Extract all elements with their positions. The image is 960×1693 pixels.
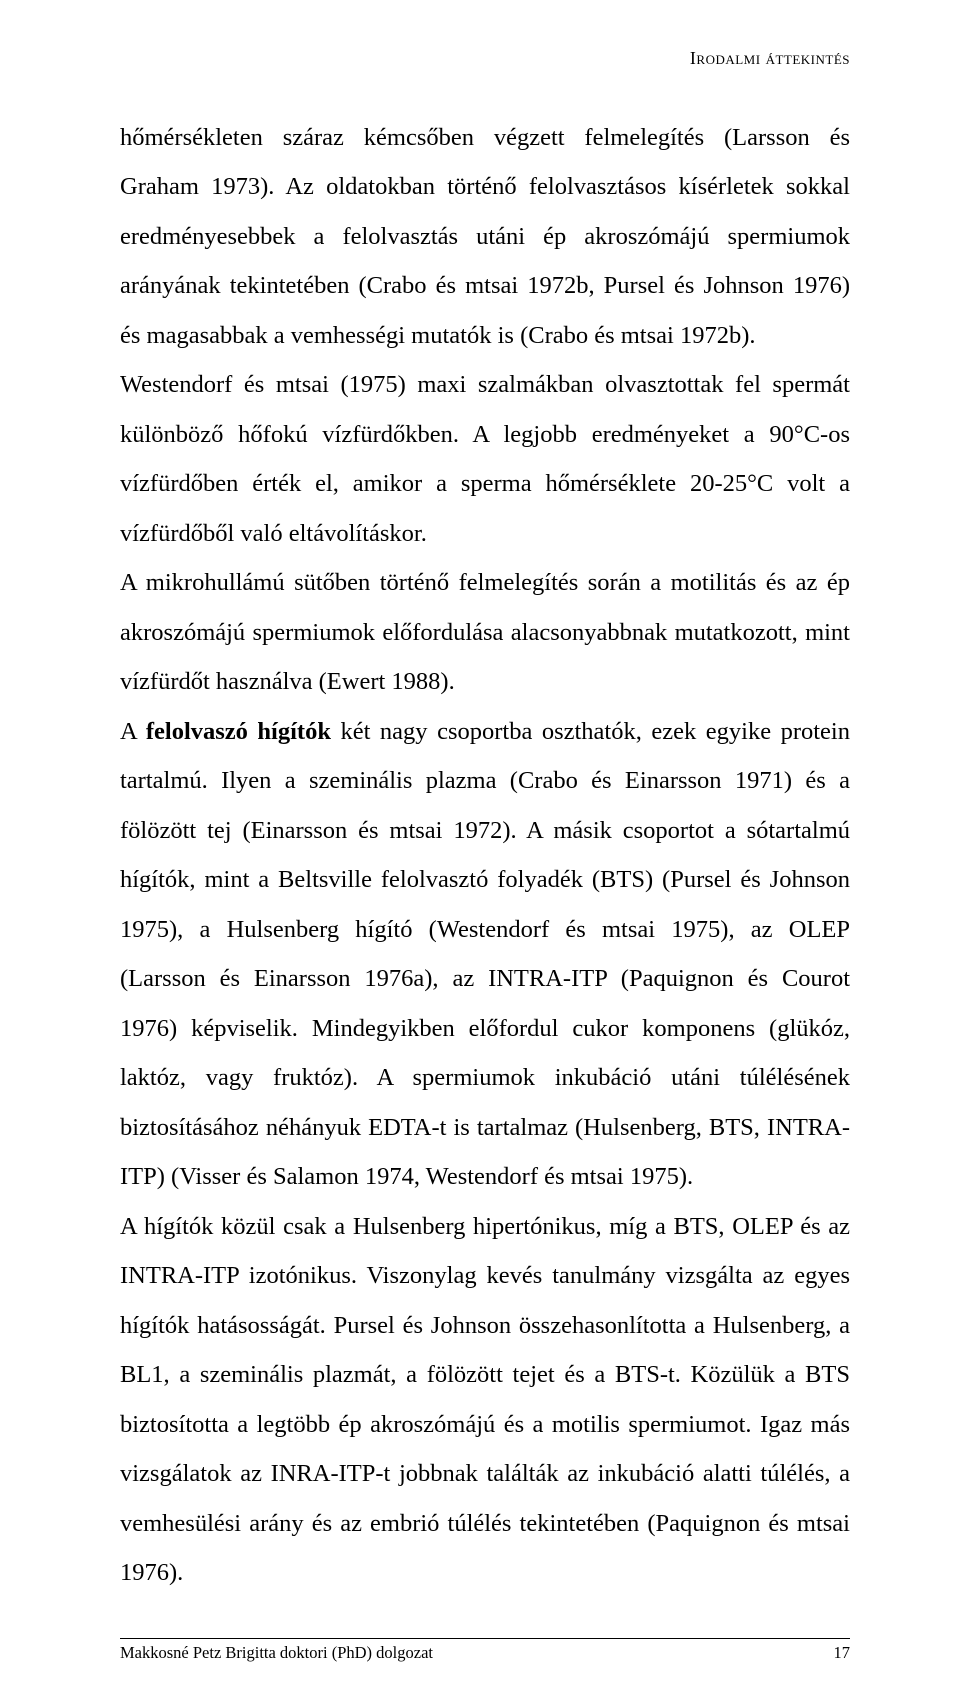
paragraph-2-prefix: A — [120, 718, 146, 745]
footer-author: Makkosné Petz Brigitta doktori (PhD) dol… — [120, 1643, 433, 1663]
footer-line: Makkosné Petz Brigitta doktori (PhD) dol… — [120, 1643, 850, 1663]
footer: Makkosné Petz Brigitta doktori (PhD) dol… — [120, 1638, 850, 1663]
paragraph-2: A felolvaszó hígítók két nagy csoportba … — [120, 707, 850, 1202]
footer-rule — [120, 1638, 850, 1639]
running-head: Irodalmi áttekintés — [120, 48, 850, 69]
paragraph-3: A hígítók közül csak a Hulsenberg hipert… — [120, 1202, 850, 1598]
page: Irodalmi áttekintés hőmérsékleten száraz… — [0, 0, 960, 1693]
paragraph-1b: Westendorf és mtsai (1975) maxi szalmákb… — [120, 360, 850, 558]
paragraph-2-rest: két nagy csoportba oszthatók, ezek egyik… — [120, 718, 850, 1190]
body-text: hőmérsékleten száraz kémcsőben végzett f… — [120, 113, 850, 1598]
paragraph-2-bold-term: felolvaszó hígítók — [146, 718, 331, 745]
page-number: 17 — [834, 1643, 851, 1663]
paragraph-1a: hőmérsékleten száraz kémcsőben végzett f… — [120, 113, 850, 360]
paragraph-1c: A mikrohullámú sütőben történő felmelegí… — [120, 558, 850, 706]
